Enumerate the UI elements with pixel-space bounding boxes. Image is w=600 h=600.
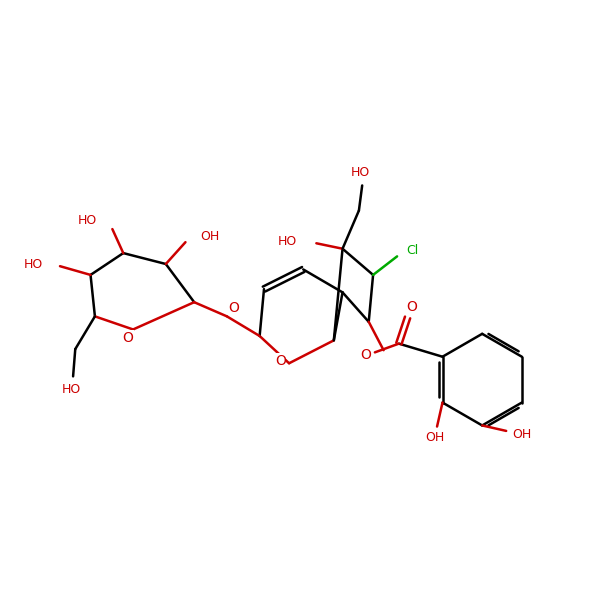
Text: OH: OH: [425, 431, 445, 444]
Text: O: O: [407, 299, 418, 314]
Text: HO: HO: [277, 235, 297, 248]
Text: HO: HO: [78, 214, 97, 227]
Text: OH: OH: [512, 428, 531, 440]
Text: O: O: [228, 301, 239, 314]
Text: Cl: Cl: [406, 244, 418, 257]
Text: HO: HO: [350, 166, 370, 179]
Text: HO: HO: [61, 383, 80, 396]
Text: O: O: [122, 331, 133, 345]
Text: HO: HO: [23, 257, 43, 271]
Text: O: O: [275, 354, 286, 368]
Text: O: O: [361, 347, 371, 362]
Text: OH: OH: [201, 230, 220, 243]
